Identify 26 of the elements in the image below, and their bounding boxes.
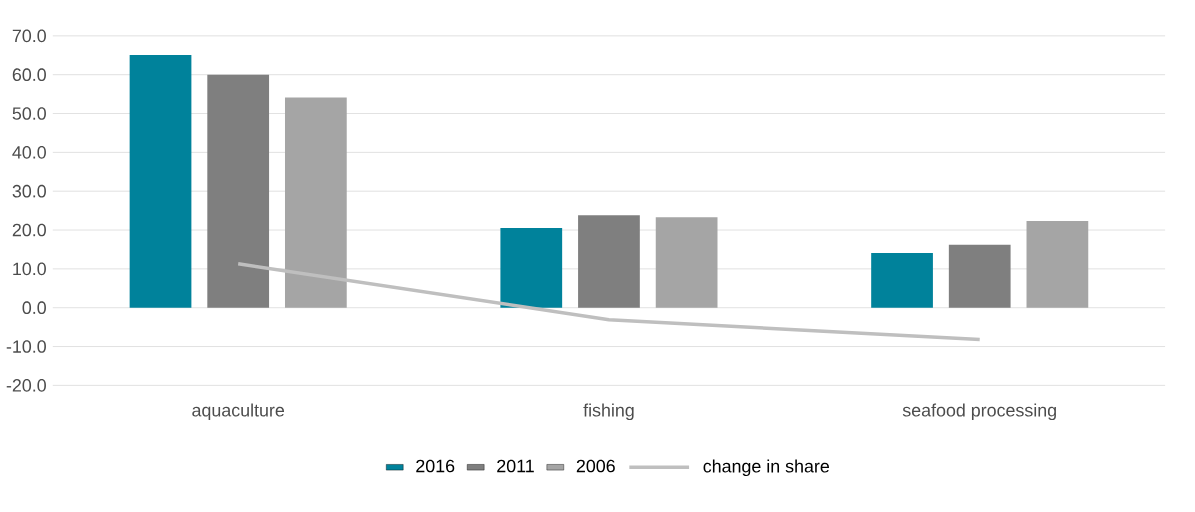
bar xyxy=(948,244,1011,308)
bar xyxy=(655,217,718,308)
legend-label: 2011 xyxy=(497,459,534,473)
y-tick-label: 0.0 xyxy=(22,301,46,315)
y-tick-label: 50.0 xyxy=(12,107,46,120)
x-tick-label: seafood processing xyxy=(902,403,1056,421)
bar xyxy=(284,97,347,308)
y-tick-label: -20.0 xyxy=(6,379,46,392)
bar xyxy=(1026,221,1089,308)
y-tick-label: 60.0 xyxy=(12,68,46,82)
bar xyxy=(129,54,192,308)
legend-label: 2006 xyxy=(576,459,615,473)
bar xyxy=(871,253,933,308)
y-tick-label: 40.0 xyxy=(12,146,46,159)
y-tick-label: 20.0 xyxy=(12,223,46,237)
x-tick-label: fishing xyxy=(583,403,634,421)
bar xyxy=(207,74,270,308)
bar xyxy=(578,215,640,308)
y-tick-label: 70.0 xyxy=(12,29,46,43)
bar xyxy=(500,228,563,308)
y-tick-label: -10.0 xyxy=(6,340,46,353)
y-tick-label: 10.0 xyxy=(13,262,46,276)
legend-label: change in share xyxy=(703,459,829,477)
x-tick-label: aquaculture xyxy=(192,403,285,421)
legend-label: 2016 xyxy=(416,459,455,473)
y-tick-label: 30.0 xyxy=(12,184,46,198)
